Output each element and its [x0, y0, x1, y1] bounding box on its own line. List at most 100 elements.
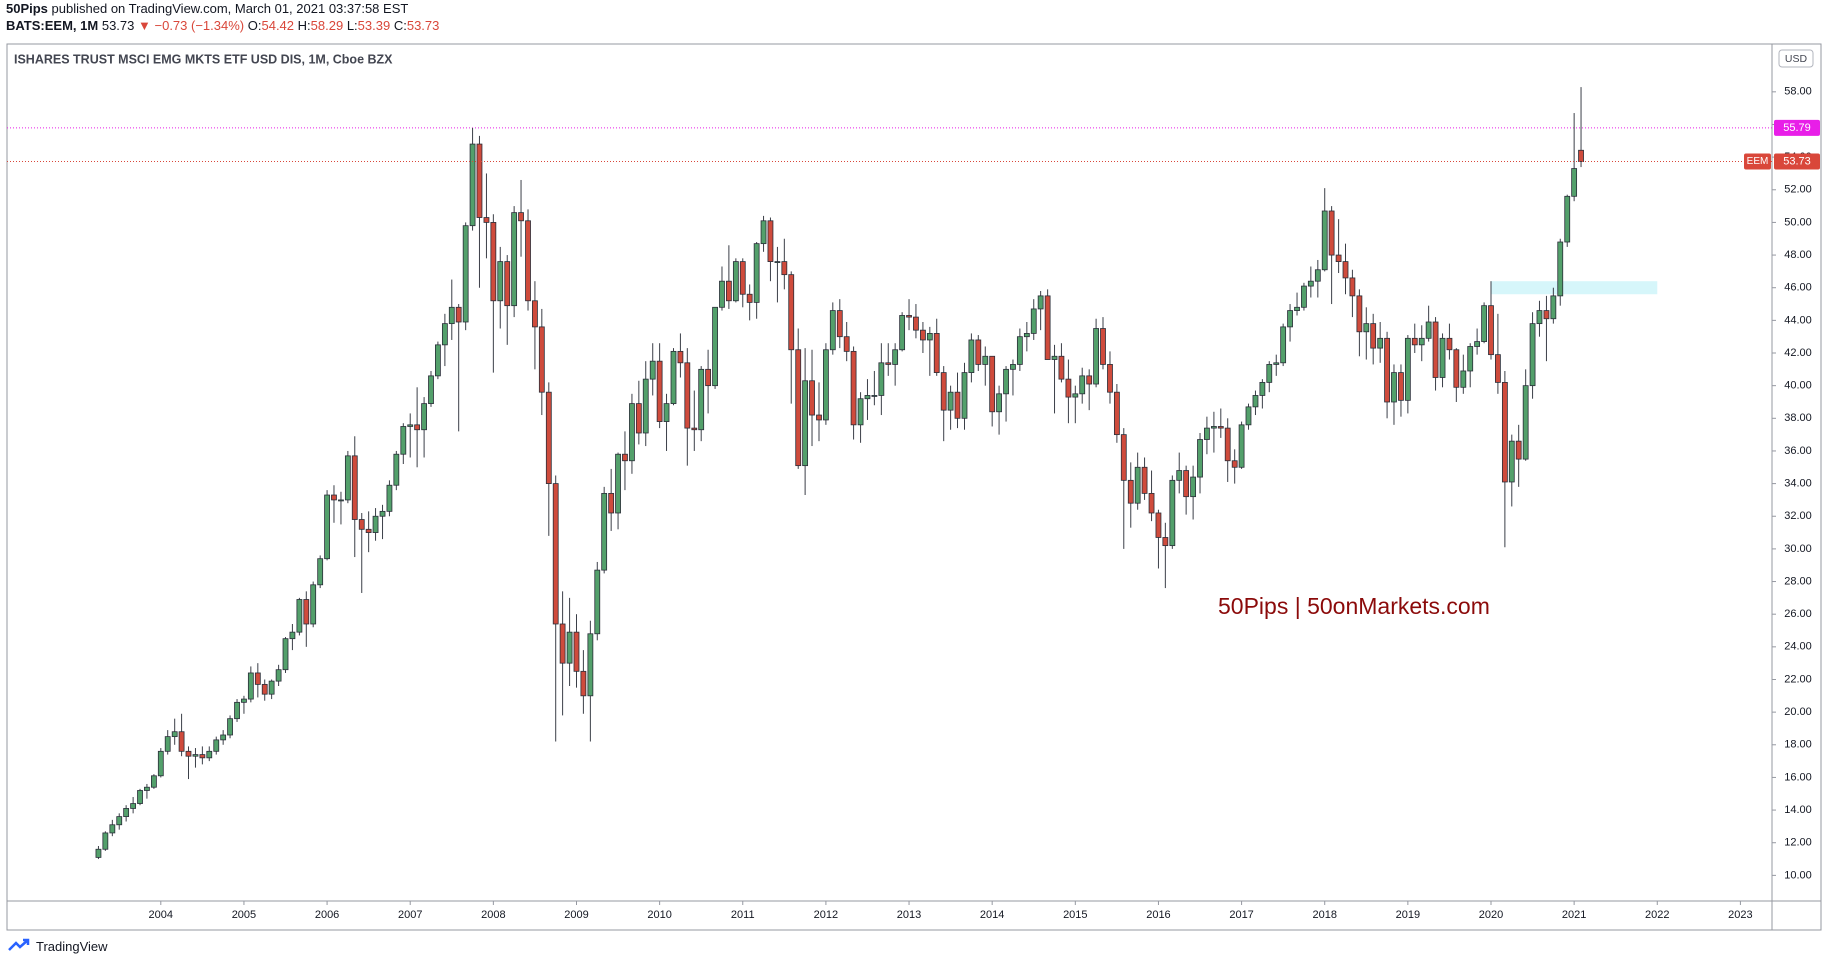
candle-body-up: [1439, 337, 1446, 378]
candle-body-down: [1335, 254, 1342, 262]
candle-body-down: [1349, 277, 1356, 297]
candle-body-up: [109, 824, 116, 834]
last-price: 53.73: [101, 18, 135, 33]
candle-body-down: [608, 492, 615, 514]
header: 50Pips published on TradingView.com, Mar…: [6, 0, 439, 34]
candle-body-down: [545, 391, 552, 485]
candle-body-up: [379, 510, 386, 517]
candle-body-down: [504, 261, 511, 307]
candle-body-up: [1211, 426, 1217, 429]
candle-body-up: [227, 718, 233, 736]
candle-body-up: [1259, 381, 1266, 396]
publish-line: 50Pips published on TradingView.com, Mar…: [6, 0, 439, 17]
x-tick-label: 2013: [897, 909, 921, 921]
plot-area: [7, 87, 1772, 860]
candle-body-up: [469, 143, 476, 227]
candle-body-up: [1197, 439, 1203, 478]
candle-body-down: [767, 220, 774, 262]
change: ▼ −0.73 (−1.34%): [138, 18, 245, 33]
candle-body-down: [1155, 512, 1162, 538]
zone: [1490, 281, 1658, 295]
candle-body-up: [151, 775, 157, 788]
candle-body-up: [102, 832, 109, 850]
candle-body-up: [137, 790, 143, 804]
candle-body-down: [622, 453, 628, 462]
candle-body-down: [1058, 355, 1065, 380]
candle-body-up: [144, 786, 150, 791]
candle-body-up: [275, 669, 282, 682]
candle-body-up: [400, 426, 407, 455]
candle-body-down: [885, 362, 892, 365]
y-tick-label: 10.00: [1784, 869, 1812, 881]
candle-body-down: [1127, 479, 1134, 504]
candle-body-up: [649, 360, 656, 380]
candle-body-up: [566, 631, 573, 664]
candle-body-down: [532, 300, 538, 328]
y-tick-label: 26.00: [1784, 608, 1812, 620]
candle-body-down: [365, 528, 372, 533]
chart-title: ISHARES TRUST MSCI EMG MKTS ETF USD DIS,…: [14, 52, 393, 66]
candle-body-up: [1245, 406, 1252, 426]
candle-body-up: [157, 750, 164, 777]
y-tick-label: 18.00: [1784, 739, 1812, 751]
candle-body-down: [920, 329, 926, 341]
candle-body-down: [1113, 391, 1120, 436]
candle-body-up: [857, 398, 864, 426]
candle-body-up: [774, 261, 781, 263]
candle-body-down: [725, 280, 732, 302]
l-value: 53.39: [357, 18, 391, 33]
candle-body-up: [192, 754, 199, 757]
candle-body-up: [926, 333, 933, 341]
candle-body-up: [968, 339, 975, 373]
candle-body-down: [656, 360, 663, 422]
o-label: O:: [247, 18, 262, 33]
candle-body-up: [462, 225, 469, 323]
candle-body-up: [441, 323, 448, 346]
candle-body-up: [1010, 364, 1016, 370]
candle-body-up: [268, 680, 275, 695]
candle-body-down: [518, 212, 524, 222]
candle-body-up: [220, 734, 227, 741]
candle-body-up: [372, 515, 379, 533]
price-label: 55.79: [1783, 122, 1811, 134]
candle-body-down: [351, 455, 358, 520]
candle-body-up: [213, 739, 220, 752]
candle-body-up: [317, 558, 324, 586]
candle-body-up: [1252, 395, 1259, 408]
candle-body-down: [677, 350, 684, 364]
candle-body-up: [1037, 295, 1044, 310]
candle-body-up: [344, 455, 351, 501]
candle-body-down: [1488, 305, 1494, 356]
candle-body-down: [1224, 427, 1231, 462]
candle-body-up: [310, 584, 317, 625]
candle-body-down: [1495, 354, 1501, 383]
y-tick-label: 32.00: [1784, 510, 1812, 522]
x-tick-label: 2004: [149, 909, 173, 921]
y-tick-label: 16.00: [1784, 771, 1812, 783]
candle-body-up: [1564, 195, 1571, 243]
candle-body-down: [1217, 426, 1224, 429]
candle-body-down: [1446, 337, 1453, 351]
symbol: BATS:EEM, 1M: [6, 18, 99, 33]
candle-body-up: [1363, 323, 1370, 333]
candle-body-up: [324, 494, 330, 560]
candle-body-down: [1120, 434, 1127, 481]
candle-body-down: [178, 731, 185, 752]
x-tick-label: 2012: [814, 909, 838, 921]
candle-body-down: [781, 261, 788, 276]
candle-body-up: [712, 306, 718, 387]
candle-body-up: [947, 391, 954, 411]
candle-body-up: [1273, 362, 1280, 365]
candle-body-down: [538, 326, 545, 393]
candle-body-down: [414, 424, 421, 431]
candle-body-down: [788, 274, 795, 351]
price-line-name: EEM: [1747, 156, 1769, 167]
x-tick-label: 2015: [1063, 909, 1087, 921]
candle-body-up: [1460, 370, 1467, 388]
candle-body-up: [1557, 241, 1564, 297]
candle-body-up: [615, 453, 621, 514]
candle-body-up: [206, 750, 213, 759]
author: 50Pips: [6, 1, 48, 16]
candle-body-up: [601, 492, 608, 571]
